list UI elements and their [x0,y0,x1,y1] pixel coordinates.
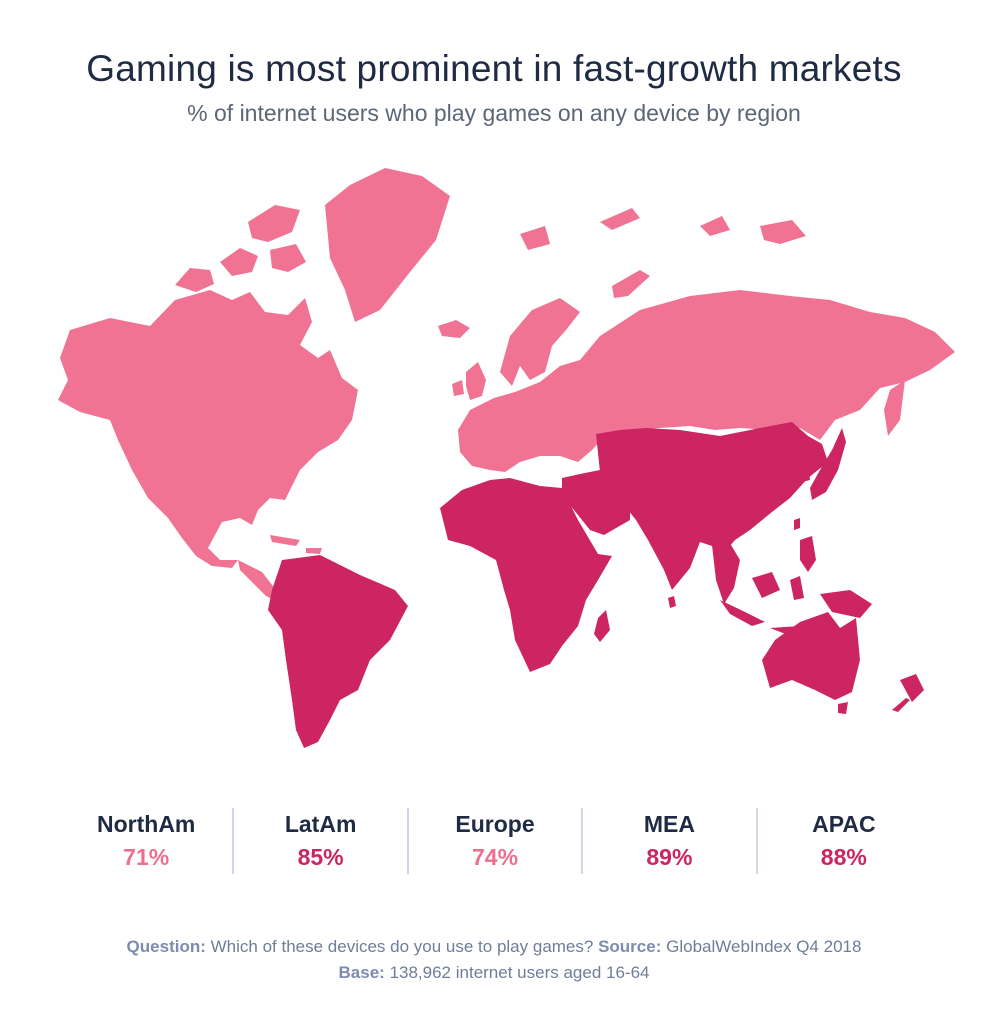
europe-region [452,208,955,472]
region-name: MEA [643,811,695,837]
page-subtitle: % of internet users who play games on an… [187,100,801,126]
mea-region [440,470,630,672]
source-text: GlobalWebIndex Q4 2018 [666,937,862,956]
region-name: NorthAm [97,811,196,837]
region-value: 89% [646,844,693,870]
stat-northam: NorthAm 71% [60,808,232,874]
region-value: 88% [820,844,867,870]
base-label: Base: [338,963,385,982]
footer-note: Question: Which of these devices do you … [0,934,988,986]
world-map [58,168,955,748]
base-line: Base: 138,962 internet users aged 16-64 [0,960,988,986]
stat-europe: Europe 74% [406,808,581,874]
page-title: Gaming is most prominent in fast-growth … [86,48,902,89]
question-label: Question: [126,937,206,956]
stat-mea: MEA 89% [581,808,755,874]
northam-region [58,168,470,604]
region-name: LatAm [284,811,357,837]
region-value: 85% [297,844,344,870]
latam-region [268,555,408,748]
source-label: Source: [598,937,662,956]
stat-latam: LatAm 85% [232,808,406,874]
region-stats: NorthAm 71% LatAm 85% Europe 74% MEA 89%… [60,808,930,874]
apac-region [596,422,924,714]
stat-apac: APAC 88% [755,808,930,874]
question-source-line: Question: Which of these devices do you … [0,934,988,960]
base-text: 138,962 internet users aged 16-64 [389,963,650,982]
region-value: 71% [123,844,170,870]
question-text: Which of these devices do you use to pla… [210,937,594,956]
region-name: Europe [455,811,535,837]
region-name: APAC [812,811,876,837]
region-value: 74% [471,844,519,870]
